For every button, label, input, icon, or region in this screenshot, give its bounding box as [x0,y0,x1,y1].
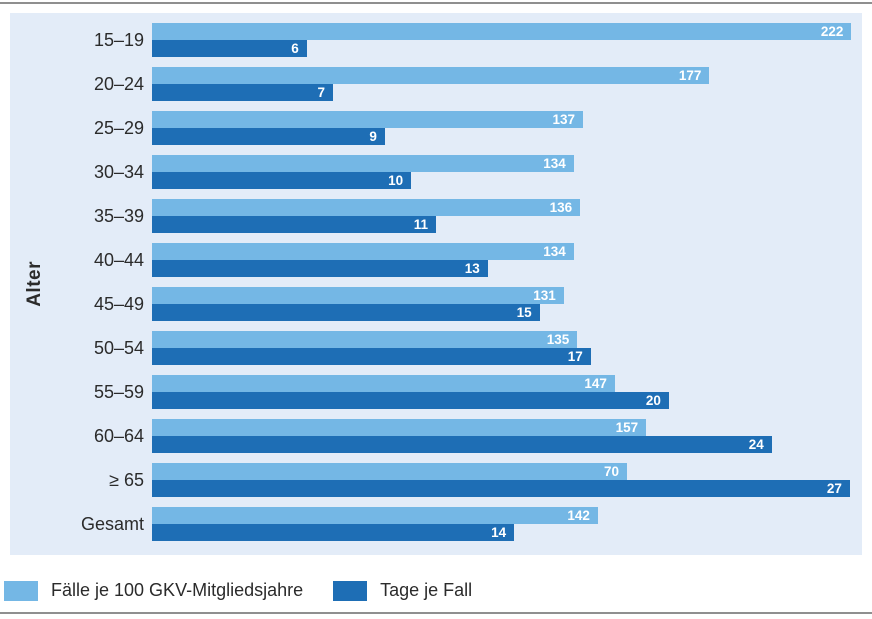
tage-value-label: 15 [516,305,532,320]
legend-item: Fälle je 100 GKV-Mitgliedsjahre [4,580,303,601]
category-label: ≥ 65 [109,469,144,490]
tage-bar: 13 [152,260,488,277]
category-label: 50–54 [93,337,144,358]
faelle-bar: 222 [152,23,852,40]
faelle-bar: 137 [152,111,583,128]
chart-row: 25–29 137 9 [10,106,862,150]
bar-track: 147 20 [152,375,862,409]
chart-row: 45–49 131 15 [10,282,862,326]
category-label: 60–64 [93,425,144,446]
bar-track: 134 10 [152,155,862,189]
chart-panel: Alter 15–19 222 6 20–24 177 7 25–29 [10,13,862,555]
faelle-value-label: 147 [584,376,607,391]
faelle-value-label: 134 [543,156,566,171]
bar-track: 142 14 [152,507,862,541]
category-label: 30–34 [93,161,144,182]
top-rule [0,2,872,4]
faelle-value-label: 142 [567,508,590,523]
faelle-bar: 135 [152,331,578,348]
tage-value-label: 24 [748,437,764,452]
faelle-bar: 177 [152,67,710,84]
tage-value-label: 27 [826,481,842,496]
tage-bar: 27 [152,480,850,497]
legend-swatch [333,580,368,601]
tage-bar: 20 [152,392,669,409]
tage-value-label: 20 [645,393,661,408]
faelle-bar: 157 [152,419,647,436]
chart-row: 60–64 157 24 [10,414,862,458]
faelle-bar: 134 [152,155,574,172]
legend: Fälle je 100 GKV-Mitgliedsjahre Tage je … [4,580,472,601]
chart-row: ≥ 65 70 27 [10,458,862,502]
legend-label: Fälle je 100 GKV-Mitgliedsjahre [51,580,304,600]
bar-track: 134 13 [152,243,862,277]
tage-bar: 24 [152,436,772,453]
faelle-value-label: 70 [603,464,619,479]
faelle-value-label: 134 [543,244,566,259]
chart-row: 55–59 147 20 [10,370,862,414]
bar-track: 70 27 [152,463,862,497]
bar-track: 135 17 [152,331,862,365]
bar-rows: 15–19 222 6 20–24 177 7 25–29 137 [10,13,862,555]
faelle-bar: 142 [152,507,598,524]
bottom-rule [0,612,872,614]
tage-bar: 11 [152,216,436,233]
faelle-value-label: 131 [533,288,556,303]
tage-value-label: 11 [413,217,428,232]
bar-track: 222 6 [152,23,862,57]
tage-bar: 10 [152,172,412,189]
category-label: 20–24 [93,73,144,94]
tage-bar: 6 [152,40,307,57]
tage-bar: 7 [152,84,334,101]
category-label: 15–19 [93,29,144,50]
tage-value-label: 6 [291,41,299,56]
chart-row: Gesamt 142 14 [10,502,862,546]
faelle-value-label: 157 [615,420,639,435]
chart-row: 20–24 177 7 [10,62,862,106]
faelle-value-label: 136 [549,200,573,215]
bar-track: 137 9 [152,111,862,145]
bar-track: 157 24 [152,419,862,453]
tage-value-label: 7 [317,85,326,100]
faelle-bar: 147 [152,375,615,392]
category-label: 25–29 [93,117,144,138]
chart-row: 40–44 134 13 [10,238,862,282]
legend-label: Tage je Fall [380,580,473,600]
category-label: 40–44 [93,249,144,270]
tage-value-label: 13 [464,261,480,276]
legend-swatch [4,580,38,601]
faelle-bar: 136 [152,199,581,216]
tage-value-label: 10 [388,173,404,188]
tage-bar: 17 [152,348,591,365]
faelle-value-label: 222 [820,24,844,39]
tage-bar: 14 [152,524,515,541]
faelle-bar: 134 [152,243,574,260]
category-label: 45–49 [93,293,144,314]
category-label: Gesamt [80,513,144,534]
chart-row: 50–54 135 17 [10,326,862,370]
tage-value-label: 14 [491,525,507,540]
tage-bar: 9 [152,128,385,145]
tage-bar: 15 [152,304,540,321]
tage-value-label: 9 [369,129,377,144]
faelle-bar: 70 [152,463,627,480]
faelle-value-label: 137 [552,112,575,127]
category-label: 55–59 [93,381,144,402]
chart-row: 35–39 136 11 [10,194,862,238]
faelle-value-label: 135 [546,332,570,347]
bar-track: 136 11 [152,199,862,233]
bar-track: 131 15 [152,287,862,321]
category-label: 35–39 [93,205,144,226]
chart-row: 15–19 222 6 [10,18,862,62]
bar-track: 177 7 [152,67,862,101]
legend-item: Tage je Fall [333,580,472,601]
tage-value-label: 17 [567,349,583,364]
chart-row: 30–34 134 10 [10,150,862,194]
faelle-bar: 131 [152,287,564,304]
faelle-value-label: 177 [678,68,702,83]
